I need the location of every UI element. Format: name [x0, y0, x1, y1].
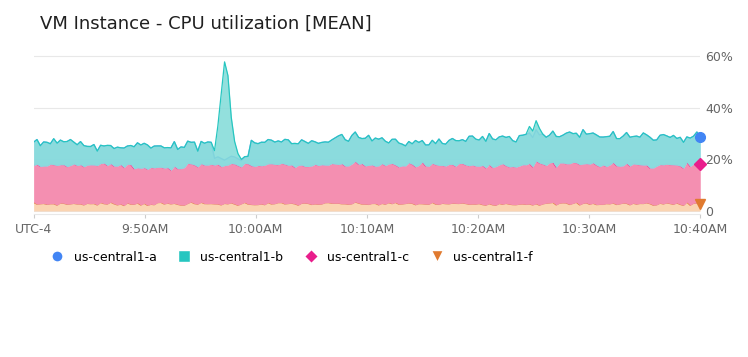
- Legend: us-central1-a, us-central1-b, us-central1-c, us-central1-f: us-central1-a, us-central1-b, us-central…: [40, 246, 538, 269]
- Text: VM Instance - CPU utilization [MEAN]: VM Instance - CPU utilization [MEAN]: [40, 15, 372, 33]
